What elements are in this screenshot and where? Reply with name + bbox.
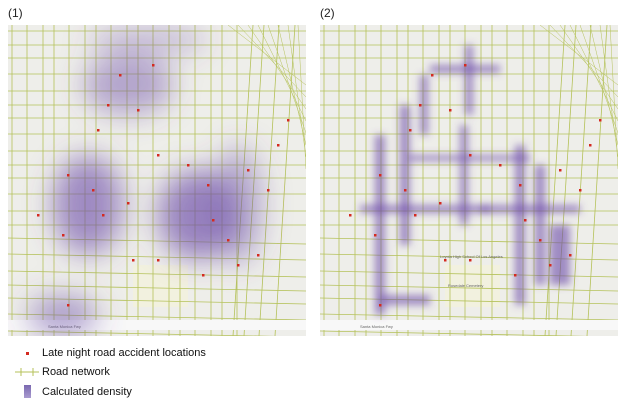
accident-point[interactable] <box>127 202 130 205</box>
accident-point[interactable] <box>207 184 210 187</box>
accident-point[interactable] <box>212 219 215 222</box>
accident-point[interactable] <box>107 104 110 107</box>
accident-point[interactable] <box>419 104 422 107</box>
place-label: Loyola High School Of Los Angeles <box>440 254 503 259</box>
accident-point[interactable] <box>499 164 502 167</box>
density-surface <box>28 25 263 335</box>
accident-point[interactable] <box>514 274 517 277</box>
accident-point[interactable] <box>277 144 280 147</box>
place-label: Rosedale Cemetery <box>448 283 483 288</box>
accident-point[interactable] <box>519 184 522 187</box>
accident-point[interactable] <box>589 144 592 147</box>
accident-point[interactable] <box>439 202 442 205</box>
accident-point[interactable] <box>267 189 270 192</box>
freeway-label: Santa Monica Fwy <box>360 324 393 329</box>
road-network-icon <box>12 367 42 377</box>
accident-point[interactable] <box>237 264 240 267</box>
accident-point[interactable] <box>374 234 377 237</box>
cemetery-area <box>445 265 500 307</box>
accident-point[interactable] <box>599 119 602 122</box>
accident-point[interactable] <box>449 109 452 112</box>
accident-point[interactable] <box>119 74 122 77</box>
density-swatch-icon <box>12 385 42 398</box>
accident-point[interactable] <box>444 259 447 262</box>
accident-point[interactable] <box>379 304 382 307</box>
accident-point[interactable] <box>539 239 542 242</box>
accident-point[interactable] <box>97 129 100 132</box>
accident-point[interactable] <box>37 214 40 217</box>
accident-point[interactable] <box>559 169 562 172</box>
cemetery-area <box>133 265 188 307</box>
accident-point[interactable] <box>579 189 582 192</box>
legend-accidents: Late night road accident locations <box>12 347 206 359</box>
accident-point[interactable] <box>469 259 472 262</box>
panel-1-label: (1) <box>8 6 23 20</box>
accident-point[interactable] <box>187 164 190 167</box>
accident-point[interactable] <box>227 239 230 242</box>
accident-point[interactable] <box>287 119 290 122</box>
legend-roads: Road network <box>12 366 110 378</box>
accident-point[interactable] <box>247 169 250 172</box>
density-surface <box>360 45 580 315</box>
accident-point-icon <box>12 351 42 355</box>
accident-point[interactable] <box>404 189 407 192</box>
map-panel-1[interactable]: Santa Monica Fwy <box>8 25 306 336</box>
legend-density: Calculated density <box>12 385 132 398</box>
accident-point[interactable] <box>137 109 140 112</box>
accident-point[interactable] <box>524 219 527 222</box>
accident-point[interactable] <box>469 154 472 157</box>
accident-point[interactable] <box>379 174 382 177</box>
legend-roads-label: Road network <box>42 366 110 378</box>
accident-point[interactable] <box>409 129 412 132</box>
freeway <box>320 320 618 330</box>
accident-point[interactable] <box>67 174 70 177</box>
accident-point[interactable] <box>431 74 434 77</box>
accident-point[interactable] <box>102 214 105 217</box>
accident-point[interactable] <box>92 189 95 192</box>
accident-point[interactable] <box>157 259 160 262</box>
accident-point[interactable] <box>549 264 552 267</box>
accident-point[interactable] <box>132 259 135 262</box>
freeway <box>8 320 306 330</box>
accident-point[interactable] <box>67 304 70 307</box>
legend-density-label: Calculated density <box>42 385 132 398</box>
accident-point[interactable] <box>414 214 417 217</box>
accident-point[interactable] <box>569 254 572 257</box>
accident-point[interactable] <box>464 64 467 67</box>
accident-point[interactable] <box>152 64 155 67</box>
accident-point[interactable] <box>257 254 260 257</box>
legend-accidents-label: Late night road accident locations <box>42 347 206 359</box>
panel-2-label: (2) <box>320 6 335 20</box>
accident-point[interactable] <box>349 214 352 217</box>
accident-point[interactable] <box>202 274 205 277</box>
accident-point[interactable] <box>157 154 160 157</box>
accident-point[interactable] <box>62 234 65 237</box>
map-panel-2[interactable]: Santa Monica Fwy Loyola High School Of Lo… <box>320 25 618 336</box>
